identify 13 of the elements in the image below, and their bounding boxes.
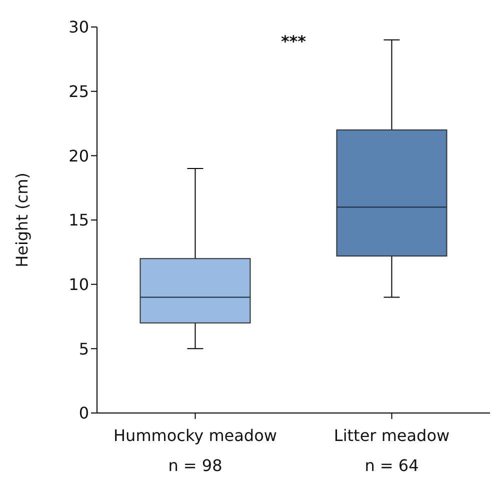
- y-tick-label: 25: [68, 82, 89, 102]
- text: n = 98: [168, 456, 222, 475]
- y-tick-label: 30: [68, 18, 89, 37]
- x-tick-label: Litter meadow: [334, 426, 450, 445]
- y-tick-label: 5: [78, 339, 89, 358]
- y-tick-label: 0: [78, 404, 89, 423]
- y-tick-label: 10: [68, 275, 89, 294]
- text: n = 64: [364, 456, 419, 475]
- y-axis-title: Height (cm): [12, 172, 32, 268]
- y-tick-label: 20: [68, 146, 89, 166]
- x-tick-label: Hummocky meadow: [114, 426, 277, 445]
- annotation: ***: [280, 32, 308, 51]
- y-tick-label: 15: [68, 210, 89, 230]
